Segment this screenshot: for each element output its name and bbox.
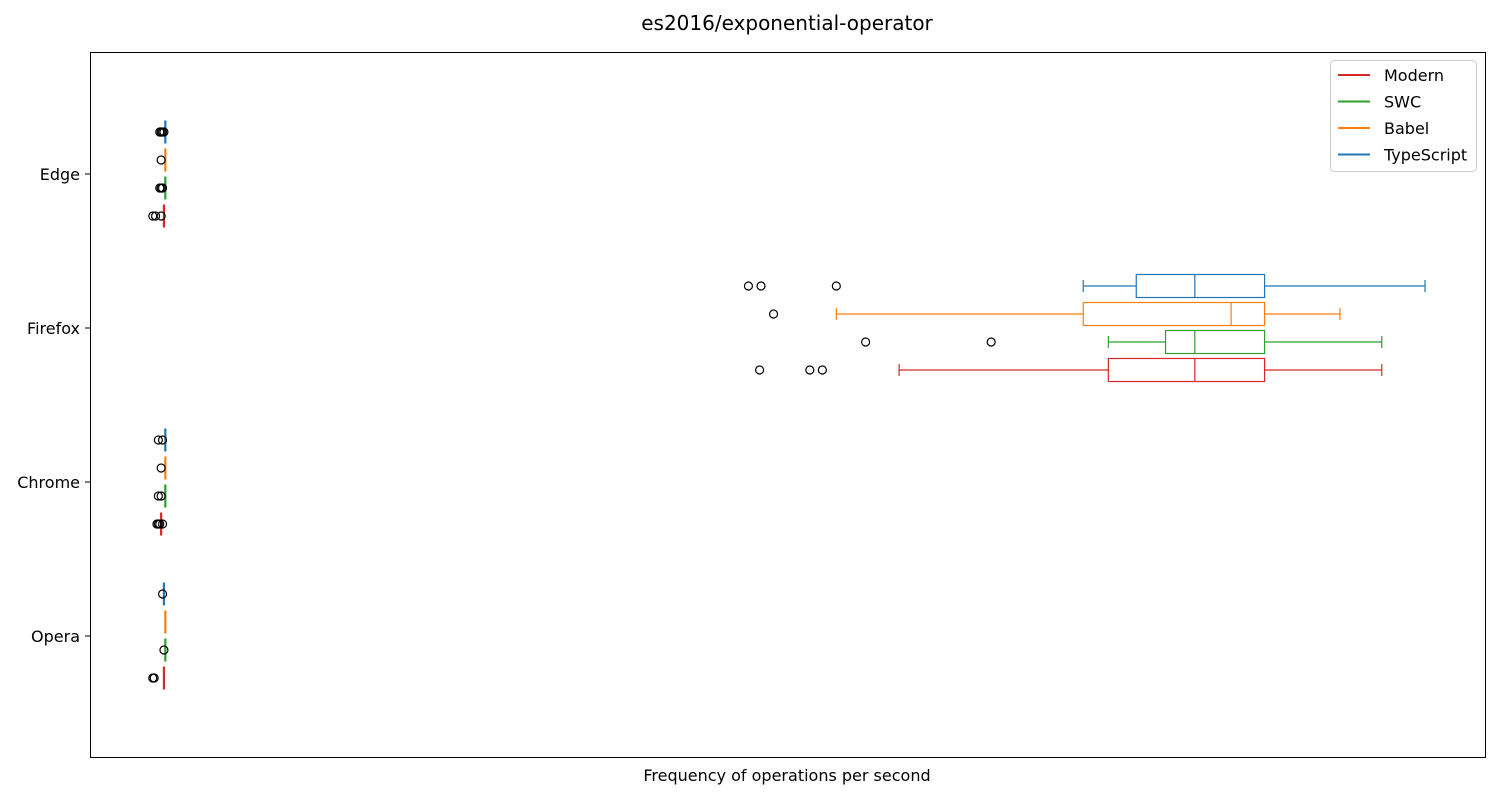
box-modern-opera [148,666,166,690]
outlier-point [155,519,165,529]
y-tick-label: Edge [40,165,80,184]
outlier-point [817,365,827,375]
outlier-point [743,281,754,291]
box-typescript-edge [155,120,169,144]
box-babel-firefox [768,301,1341,327]
box-swc-chrome [153,484,167,508]
box-typescript-chrome [153,428,168,452]
y-tick-label: Firefox [27,319,80,338]
y-tick-label: Chrome [17,473,80,492]
outlier-point [153,435,163,445]
legend-label-babel: Babel [1384,119,1429,138]
outlier-point [805,365,815,375]
legend-label-swc: SWC [1384,93,1421,112]
plot-area-frame [90,52,1486,758]
box-iqr [1107,357,1266,383]
box-swc-edge [155,176,168,200]
outlier-point [157,519,168,529]
legend: Modern SWC Babel TypeScript [1330,60,1477,172]
series-swc [153,176,1383,662]
box-babel-chrome [156,456,167,480]
series-modern [148,204,1383,690]
box-typescript-firefox [743,273,1426,299]
box-modern-chrome [152,512,168,536]
outlier-point [861,337,871,347]
outlier-point [153,491,163,501]
box-series-group [148,120,1426,690]
box-iqr [1135,273,1266,299]
series-babel [156,148,1341,634]
box-modern-edge [148,204,166,228]
box-babel-edge [156,148,167,172]
outlier-point [754,365,765,375]
legend-label-typescript: TypeScript [1383,146,1467,165]
box-typescript-opera [157,582,168,606]
chart-title: es2016/exponential-operator [641,11,933,35]
box-modern-firefox [754,357,1383,383]
outlier-point [159,645,169,655]
outlier-point [157,183,168,193]
box-iqr [1082,301,1266,327]
legend-frame [1330,60,1477,172]
outlier-point [986,337,996,347]
outlier-point [157,435,168,445]
series-typescript [153,120,1426,606]
y-axis: Edge Firefox Chrome Opera [17,165,90,646]
legend-label-modern: Modern [1384,66,1444,85]
outlier-point [149,673,159,683]
outlier-point [831,281,841,291]
box-iqr [1164,329,1266,355]
box-swc-firefox [861,329,1383,355]
x-axis-label: Frequency of operations per second [643,766,930,785]
y-tick-label: Opera [31,627,80,646]
outlier-point [156,491,166,501]
outlier-point [157,589,168,599]
box-swc-opera [159,638,169,662]
outlier-point [150,211,161,221]
outlier-point [159,127,169,137]
outlier-point [156,211,166,221]
outlier-point [156,155,166,165]
outlier-point [768,309,779,319]
outlier-point [756,281,766,291]
outlier-point [156,463,166,473]
